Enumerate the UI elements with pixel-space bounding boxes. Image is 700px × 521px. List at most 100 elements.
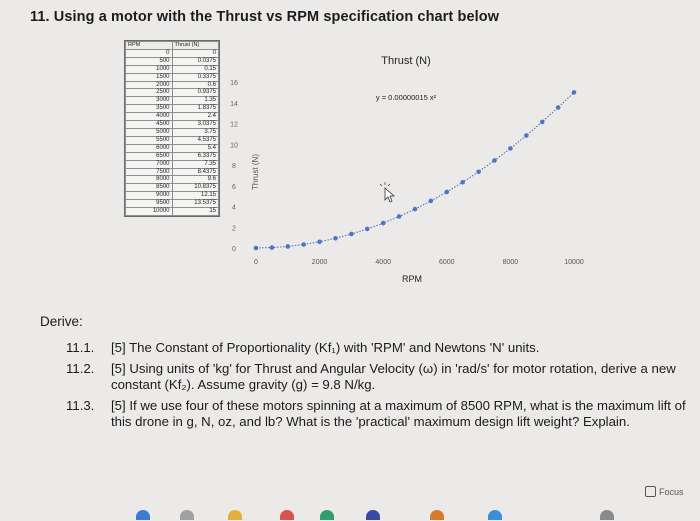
data-point: [571, 90, 577, 95]
thrust-cell: 15: [171, 207, 219, 216]
header-rpm: RPM: [125, 41, 173, 50]
taskbar-strip: [0, 506, 700, 521]
thrust-cell: 13.5375: [171, 199, 219, 209]
mouse-cursor-icon: [379, 182, 396, 203]
rpm-cell: 7000: [125, 159, 173, 169]
table-row: 3500 1.8375: [125, 104, 219, 114]
data-point: [380, 220, 386, 226]
app-icon[interactable]: [228, 510, 242, 520]
focus-icon: [645, 486, 656, 497]
y-tick-label: 0: [232, 246, 236, 253]
table-row: 500 0.0375: [125, 56, 219, 66]
trendline: [255, 92, 575, 249]
derive-label: Derive:: [40, 314, 83, 329]
table-row: 6500 6.3375: [125, 151, 219, 161]
thrust-cell: 5.4: [171, 143, 219, 153]
rpm-cell: 8500: [125, 183, 173, 193]
y-tick-label: 16: [230, 80, 238, 87]
rpm-cell: 500: [125, 56, 173, 66]
table-row: 2500 0.9375: [125, 88, 219, 98]
table-row: 9000 12.15: [125, 191, 219, 201]
trendline-equation: y = 0.00000015 x²: [376, 93, 437, 102]
app-icon[interactable]: [366, 510, 380, 520]
thrust-cell: 2.4: [171, 112, 219, 122]
data-point: [412, 206, 418, 212]
question-11-1: 11.1. [5] The Constant of Proportionalit…: [66, 340, 686, 356]
table-row: 2000 0.6: [125, 80, 219, 90]
data-point: [539, 119, 545, 125]
thrust-rpm-chart: Thrust (N) y = 0.00000015 x² Thrust (N) …: [220, 40, 618, 298]
rpm-cell: 5000: [125, 127, 173, 137]
rpm-cell: 4000: [125, 112, 173, 122]
data-point: [524, 133, 529, 138]
thrust-cell: 0.3375: [171, 72, 219, 82]
rpm-cell: 0: [125, 48, 173, 58]
data-point: [333, 235, 338, 241]
data-point: [253, 245, 259, 251]
thrust-cell: 9.6: [171, 175, 219, 185]
y-tick-label: 10: [230, 142, 238, 149]
data-point: [460, 179, 465, 185]
data-point: [285, 244, 291, 249]
question-text: [5] The Constant of Proportionality (Kf₁…: [111, 340, 540, 355]
focus-button[interactable]: Focus: [645, 486, 684, 497]
thrust-cell: 3.75: [171, 127, 219, 137]
table-row: 7000 7.35: [125, 159, 219, 169]
rpm-cell: 5500: [125, 135, 173, 145]
thrust-cell: 7.35: [171, 159, 219, 169]
data-point: [508, 146, 513, 151]
x-tick-label: 4000: [375, 259, 391, 266]
app-icon[interactable]: [320, 510, 334, 520]
rpm-cell: 1500: [125, 72, 173, 82]
data-point: [269, 245, 275, 250]
thrust-cell: 0.6: [171, 80, 219, 90]
table-row: 1000 0.15: [125, 64, 219, 74]
thrust-cell: 0: [171, 48, 219, 58]
table-row: 1500 0.3375: [125, 72, 219, 82]
table-row: 3000 1.35: [125, 96, 219, 106]
app-icon[interactable]: [180, 510, 194, 520]
app-icon[interactable]: [280, 510, 294, 520]
question-list: 11.1. [5] The Constant of Proportionalit…: [66, 340, 686, 435]
question-title: 11. Using a motor with the Thrust vs RPM…: [30, 9, 500, 25]
table-row: 5500 4.5375: [125, 135, 219, 145]
table-row: 7500 8.4375: [125, 167, 219, 177]
question-11-2: 11.2. [5] Using units of 'kg' for Thrust…: [66, 361, 686, 393]
y-tick-label: 2: [232, 225, 236, 232]
app-icon[interactable]: [136, 510, 150, 520]
rpm-cell: 6500: [125, 151, 173, 161]
y-axis-label: Thrust (N): [251, 154, 260, 190]
rpm-cell: 7500: [125, 167, 173, 177]
question-text: [5] Using units of 'kg' for Thrust and A…: [111, 361, 676, 392]
app-icon[interactable]: [488, 510, 502, 520]
app-icon[interactable]: [600, 510, 614, 520]
rpm-cell: 2500: [125, 88, 173, 98]
y-tick-label: 4: [232, 205, 236, 212]
x-tick-label: 10000: [564, 259, 584, 266]
y-tick-label: 6: [232, 184, 236, 191]
table-header-row: RPM Thrust (N): [125, 41, 219, 50]
thrust-cell: 1.8375: [171, 104, 219, 114]
data-point: [396, 214, 402, 219]
question-number: 11.3.: [66, 398, 95, 413]
x-tick-label: 2000: [312, 259, 328, 266]
data-point: [317, 239, 322, 245]
data-point: [365, 226, 370, 232]
rpm-cell: 1000: [125, 64, 173, 74]
rpm-cell: 9500: [125, 199, 173, 209]
question-11-3: 11.3. [5] If we use four of these motors…: [66, 398, 686, 430]
table-row: 6000 5.4: [125, 143, 219, 153]
x-axis-label: RPM: [402, 274, 422, 284]
question-number: 11.2.: [66, 361, 95, 376]
table-row: 9500 13.5375: [125, 199, 219, 209]
x-tick-label: 8000: [503, 259, 519, 266]
rpm-cell: 8000: [125, 175, 173, 185]
question-text: [5] If we use four of these motors spinn…: [111, 398, 686, 429]
focus-label: Focus: [659, 486, 684, 497]
thrust-cell: 0.9375: [171, 88, 219, 98]
app-icon[interactable]: [430, 510, 444, 520]
thrust-cell: 12.15: [171, 191, 219, 201]
data-point: [476, 169, 481, 175]
thrust-cell: 1.35: [171, 96, 219, 106]
